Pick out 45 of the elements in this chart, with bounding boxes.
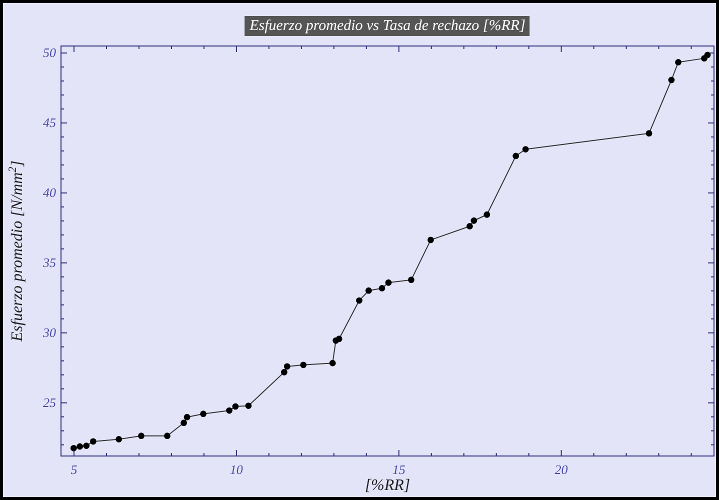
point — [226, 407, 232, 414]
point — [470, 217, 478, 224]
y-tick-label: 30 — [42, 324, 56, 340]
point — [408, 276, 414, 284]
x-tick-label: 15 — [392, 462, 406, 477]
point — [336, 336, 342, 342]
point — [138, 432, 144, 440]
point — [356, 297, 362, 304]
chart-title: Esfuerzo promedio vs Tasa de rechazo [%RR] — [248, 18, 526, 34]
point — [385, 279, 392, 286]
point — [466, 223, 473, 230]
x-axis-title: [%RR] — [364, 477, 410, 494]
point — [428, 236, 434, 244]
y-tick-label: 45 — [43, 114, 56, 130]
y-tick-label: 40 — [43, 184, 56, 200]
point — [300, 362, 307, 368]
point — [184, 414, 190, 420]
point — [378, 285, 386, 292]
point — [245, 402, 252, 409]
y-tick-label: 35 — [42, 254, 56, 270]
point — [70, 444, 77, 452]
point — [512, 152, 520, 160]
y-tick-label: 50 — [43, 44, 56, 60]
point — [329, 360, 336, 366]
point — [76, 443, 84, 450]
point — [116, 436, 122, 442]
point — [522, 146, 529, 152]
point — [232, 403, 239, 410]
point — [675, 59, 682, 66]
point — [164, 432, 170, 440]
point — [284, 363, 290, 370]
point — [365, 287, 372, 294]
x-tick-label: 5 — [70, 462, 78, 477]
point — [668, 76, 675, 84]
point — [90, 438, 96, 445]
x-tick-label: 10 — [230, 462, 244, 477]
point — [484, 211, 490, 218]
point — [280, 368, 288, 376]
point — [200, 410, 206, 418]
x-tick-label: 20 — [554, 462, 568, 477]
point — [180, 420, 188, 426]
point — [646, 130, 652, 137]
point — [704, 52, 711, 58]
point — [83, 442, 90, 449]
y-tick-label: 25 — [43, 394, 56, 410]
